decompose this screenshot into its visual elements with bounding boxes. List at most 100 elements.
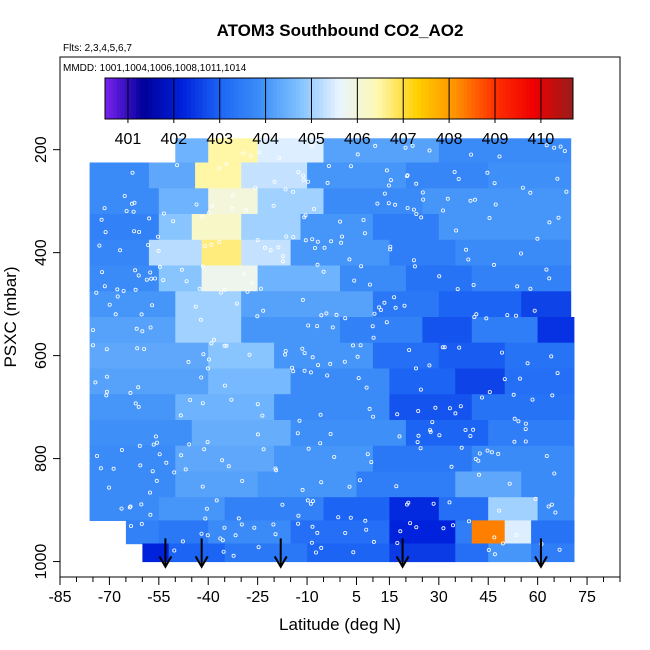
- heatmap-cell: [241, 239, 292, 267]
- observation-dot: [442, 345, 447, 350]
- observation-dot: [514, 533, 519, 538]
- observation-dot: [202, 243, 207, 248]
- heatmap-cell: [438, 214, 572, 241]
- observation-dot: [222, 343, 227, 348]
- observation-dot: [427, 363, 432, 368]
- observation-dot: [405, 173, 410, 178]
- observation-dot: [184, 279, 189, 284]
- observation-dot: [528, 286, 533, 291]
- observation-dot: [309, 540, 314, 545]
- observation-dot: [138, 463, 143, 468]
- colorbar-swatch: [381, 78, 387, 119]
- colorbar-swatch: [557, 78, 562, 119]
- heatmap-cell: [158, 214, 193, 241]
- observation-dot: [100, 270, 105, 275]
- observation-dot: [136, 404, 141, 409]
- colorbar-swatch: [327, 78, 332, 119]
- observation-dot: [512, 416, 517, 421]
- observation-dot: [200, 401, 205, 406]
- observation-dot: [392, 295, 397, 300]
- observation-dot: [301, 177, 306, 182]
- observation-dot: [386, 201, 391, 206]
- observation-dot: [268, 248, 273, 253]
- observation-dot: [365, 452, 370, 457]
- observation-dot: [139, 502, 144, 507]
- colorbar-swatch: [374, 78, 379, 119]
- observation-dot: [339, 234, 344, 239]
- observation-dot: [369, 460, 374, 465]
- heatmap-cell: [471, 520, 506, 545]
- colorbar-swatch: [354, 78, 359, 119]
- observation-dot: [221, 549, 226, 554]
- observation-dot: [121, 288, 126, 293]
- observation-dot: [364, 385, 369, 390]
- observation-dot: [186, 359, 191, 364]
- colorbar-swatch: [534, 78, 539, 119]
- observation-dot: [497, 508, 502, 513]
- observation-dot: [280, 259, 285, 264]
- flight-arrow: [158, 538, 173, 569]
- observation-dot: [334, 312, 339, 317]
- observation-dot: [474, 312, 479, 317]
- observation-dot: [302, 215, 307, 220]
- colorbar-swatch: [112, 78, 118, 119]
- observation-dot: [230, 206, 235, 211]
- colorbar-swatch: [124, 78, 129, 119]
- observation-dot: [309, 143, 314, 148]
- observation-dot: [361, 217, 366, 222]
- observation-dot: [261, 308, 266, 313]
- observation-dot: [172, 470, 177, 475]
- flight-arrow: [395, 538, 410, 569]
- observation-dot: [348, 515, 353, 520]
- observation-dot: [546, 504, 551, 509]
- observation-dot: [224, 161, 229, 166]
- flight-arrow-layer: [158, 538, 548, 569]
- observation-dot: [476, 458, 481, 463]
- colorbar-swatch: [456, 78, 461, 119]
- heatmap-cell: [323, 497, 390, 521]
- y-tick-label: 1000: [33, 544, 50, 580]
- observation-dot: [415, 440, 420, 445]
- observation-dot: [300, 346, 305, 351]
- colorbar-tick-label: 406: [344, 131, 371, 148]
- observation-dot: [514, 313, 519, 318]
- observation-dot: [518, 376, 523, 381]
- observation-dot: [468, 198, 473, 203]
- heatmap-cell: [504, 520, 532, 545]
- colorbar-tick-label: 408: [436, 131, 463, 148]
- observation-dot: [157, 264, 162, 269]
- heatmap-cell: [372, 291, 440, 318]
- observation-dot: [95, 453, 100, 458]
- observation-dot: [404, 502, 409, 507]
- observation-dot: [318, 412, 323, 417]
- colorbar-swatch: [245, 78, 250, 119]
- colorbar-swatch: [237, 78, 242, 119]
- heatmap-cell: [300, 214, 374, 241]
- observation-dot: [281, 254, 286, 259]
- colorbar-swatch: [253, 78, 258, 119]
- heatmap-cell: [89, 265, 160, 292]
- colorbar-swatch: [140, 78, 145, 119]
- observation-dot: [552, 145, 557, 150]
- colorbar-swatch: [452, 78, 457, 119]
- colorbar-swatch: [167, 78, 172, 119]
- colorbar-swatch: [413, 78, 418, 119]
- colorbar-swatch: [459, 78, 465, 119]
- observation-dot: [224, 343, 229, 348]
- colorbar-swatch: [428, 78, 433, 119]
- observation-dot: [363, 518, 368, 523]
- observation-dot: [104, 393, 109, 398]
- observation-dot: [358, 343, 363, 348]
- observation-dot: [137, 229, 142, 234]
- observation-dot: [419, 215, 424, 220]
- heatmap-cell: [290, 368, 390, 395]
- observation-dot: [230, 193, 235, 198]
- observation-dot: [469, 152, 474, 157]
- observation-dot: [194, 202, 199, 207]
- observation-dot: [133, 287, 138, 292]
- observation-dot: [520, 185, 525, 190]
- observation-dot: [324, 311, 329, 316]
- observation-dot: [373, 143, 378, 148]
- observation-dot: [447, 500, 452, 505]
- observation-dot: [255, 432, 260, 437]
